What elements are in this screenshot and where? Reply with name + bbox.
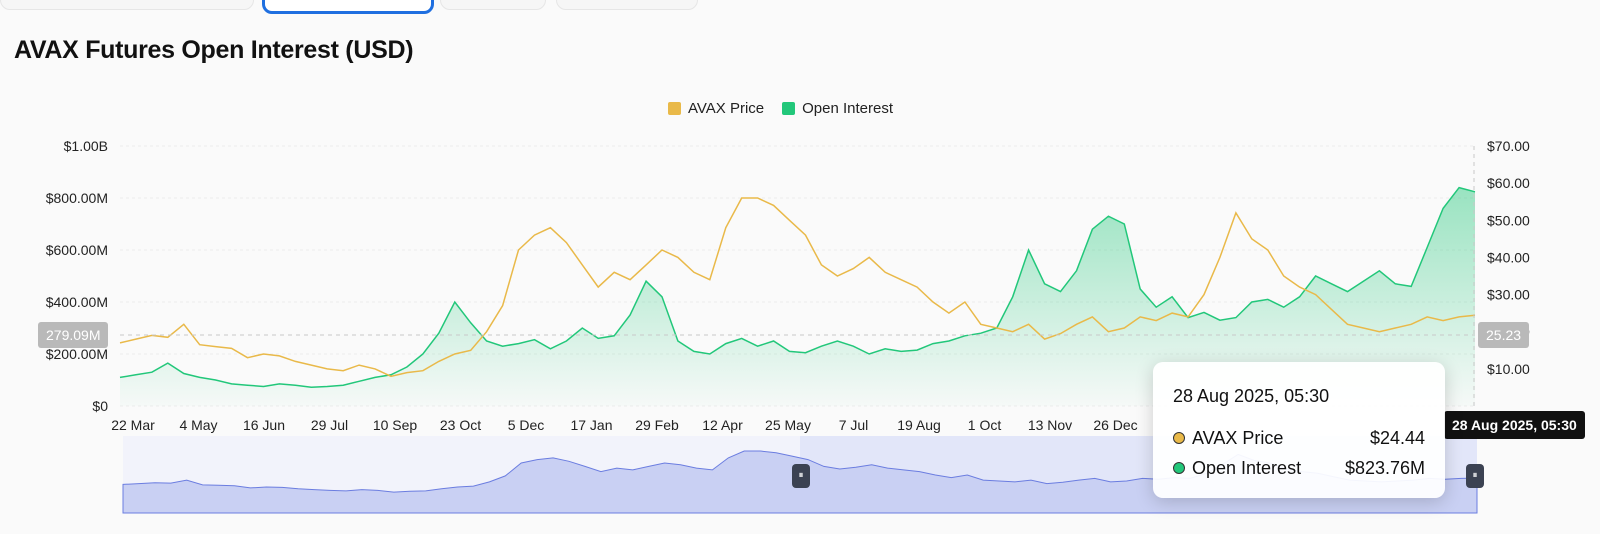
y-left-tick-label: $600.00M: [46, 242, 108, 258]
y-right-tick-label: $50.00: [1487, 212, 1530, 228]
tooltip-date: 28 Aug 2025, 05:30: [1173, 386, 1330, 406]
legend-item-price[interactable]: AVAX Price: [668, 100, 764, 117]
tooltip-row-oi: Open Interest $823.76M: [1173, 458, 1425, 479]
y-right-tick-label: $30.00: [1487, 287, 1530, 303]
page-title: AVAX Futures Open Interest (USD): [14, 36, 414, 64]
y-left-tick-label: $0: [92, 398, 108, 414]
chart-tooltip: 28 Aug 2025, 05:30 AVAX Price $24.44 Ope…: [1153, 362, 1445, 498]
y-right-tick-label: $60.00: [1487, 175, 1530, 191]
chart-legend: AVAX Price Open Interest: [668, 100, 893, 117]
y-left-tick-label: $400.00M: [46, 294, 108, 310]
legend-label-price: AVAX Price: [688, 100, 765, 117]
tooltip-value-oi: $823.76M: [1344, 458, 1425, 478]
legend-item-oi[interactable]: Open Interest: [782, 100, 893, 117]
tab-selected[interactable]: [262, 0, 434, 14]
y-left-tick-label: $200.00M: [46, 346, 108, 362]
navigator-handle-left[interactable]: ⏸: [792, 464, 810, 488]
tooltip-row-price: AVAX Price $24.44: [1173, 428, 1425, 449]
tooltip-label-price: AVAX Price: [1192, 428, 1284, 448]
legend-swatch-oi: [782, 102, 796, 115]
x-tick-label: 19 Aug: [897, 417, 941, 433]
x-tick-label: 7 Jul: [839, 417, 869, 433]
x-tick-label: 29 Feb: [635, 417, 679, 433]
x-tick-label: 4 May: [179, 417, 217, 433]
y-right-tick-label: $40.00: [1487, 249, 1530, 265]
tooltip-dot-price: [1173, 432, 1185, 444]
x-tick-label: 10 Sep: [373, 417, 418, 433]
tooltip-label-wrap-oi: Open Interest: [1173, 458, 1301, 479]
tooltip-value-price: $24.44: [1369, 428, 1425, 448]
x-tick-label: 1 Oct: [968, 417, 1002, 433]
y-left-tick-label: $800.00M: [46, 190, 108, 206]
x-tick-label: 29 Jul: [311, 417, 348, 433]
y-axis-left: $0 $200.00M $400.00M $600.00M $800.00M $1.00B: [46, 138, 108, 414]
y-left-tick-label: $1.00B: [64, 138, 108, 154]
x-tick-label: 16 Jun: [243, 417, 285, 433]
tooltip-dot-oi: [1173, 462, 1185, 474]
x-tick-label: 17 Jan: [570, 417, 612, 433]
x-tick-label: 22 Mar: [111, 417, 155, 433]
x-tick-label: 26 Dec: [1093, 417, 1137, 433]
crosshair-date-label: 28 Aug 2025, 05:30: [1444, 411, 1585, 439]
avax-price-line: [119, 197, 1476, 378]
x-tick-label: 13 Nov: [1028, 417, 1072, 433]
x-tick-label: 12 Apr: [702, 417, 743, 433]
tooltip-label-wrap-price: AVAX Price: [1173, 428, 1283, 449]
open-interest-line: [119, 186, 1476, 389]
x-axis: 22 Mar 4 May 16 Jun 29 Jul 10 Sep 23 Oct 5 Dec…: [111, 417, 1137, 433]
open-interest-area: [120, 187, 1475, 406]
x-tick-label: 25 May: [765, 417, 811, 433]
crosshair-left-value: 279.09M: [38, 322, 109, 348]
y-right-tick-label: $10.00: [1487, 361, 1530, 377]
y-right-tick-label: $70.00: [1487, 138, 1530, 154]
legend-swatch-price: [668, 102, 681, 115]
x-tick-label: 5 Dec: [508, 417, 545, 433]
tooltip-label-oi: Open Interest: [1192, 458, 1302, 478]
legend-label-oi: Open Interest: [802, 100, 894, 117]
x-tick-label: 23 Oct: [440, 417, 481, 433]
crosshair-right-value: 25.23: [1478, 322, 1530, 348]
navigator-handle-right[interactable]: ⏸: [1466, 464, 1484, 488]
